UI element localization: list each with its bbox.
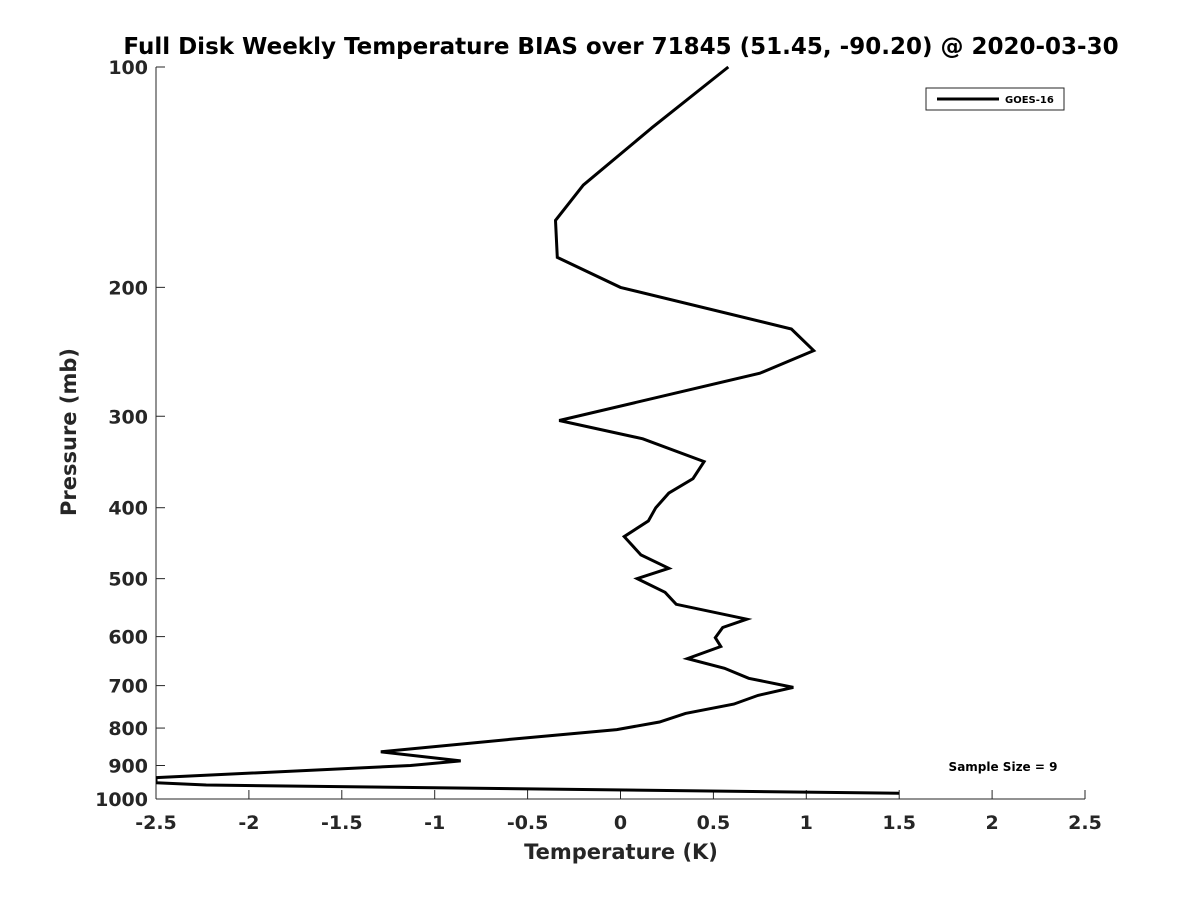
legend: GOES-16: [925, 87, 1065, 111]
x-tick-label: 2.5: [1068, 812, 1102, 834]
chart-title: Full Disk Weekly Temperature BIAS over 7…: [123, 34, 1118, 60]
sample-size-annotation: Sample Size = 9: [949, 760, 1058, 774]
x-tick-label: -0.5: [507, 812, 549, 834]
legend-label-goes-16: GOES-16: [1005, 95, 1054, 106]
y-tick-label: 300: [108, 406, 148, 428]
y-tick-label: 400: [108, 498, 148, 520]
x-axis: -2.5 -2 -1.5 -1 -0.5 0 0.5 1 1.5 2 2.5: [135, 790, 1102, 834]
y-tick-label: 600: [108, 627, 148, 649]
series-line-goes-16: [156, 65, 900, 795]
x-tick-label: -1.5: [321, 812, 363, 834]
y-axis: 100 200 300 400 500 600 700 800 900 1000: [95, 57, 165, 811]
y-tick-label: 700: [108, 676, 148, 698]
y-axis-label: Pressure (mb): [57, 348, 81, 516]
y-tick-label: 500: [108, 569, 148, 591]
x-tick-label: -1: [424, 812, 445, 834]
x-tick-label: 0.5: [697, 812, 731, 834]
x-tick-label: 1.5: [882, 812, 916, 834]
x-tick-label: 0: [614, 812, 627, 834]
y-tick-label: 100: [108, 57, 148, 79]
x-tick-label: -2.5: [135, 812, 177, 834]
x-tick-label: 1: [800, 812, 813, 834]
x-axis-label: Temperature (K): [524, 840, 718, 864]
y-tick-label: 1000: [95, 789, 148, 811]
y-tick-label: 800: [108, 718, 148, 740]
x-tick-label: 2: [985, 812, 998, 834]
y-tick-label: 200: [108, 277, 148, 299]
x-tick-label: -2: [238, 812, 259, 834]
y-tick-label: 900: [108, 756, 148, 778]
plot-area: [156, 65, 900, 795]
